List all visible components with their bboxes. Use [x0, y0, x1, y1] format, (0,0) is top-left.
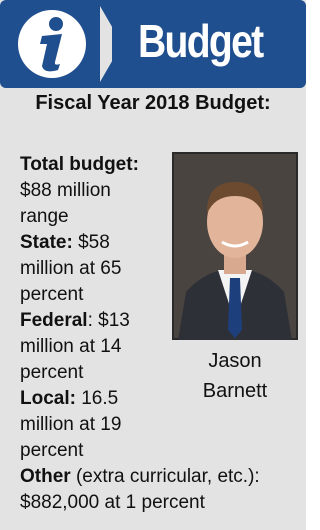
photo-block: Jason Barnett	[172, 152, 298, 414]
item-label: Other	[20, 466, 71, 487]
photo-caption: Jason Barnett	[190, 346, 280, 406]
budget-list: Jason Barnett Total budget: $88 million r…	[20, 152, 298, 516]
item-label: State:	[20, 232, 73, 253]
item-label: Total budget:	[20, 154, 139, 175]
item-text: $88 million range	[20, 180, 111, 227]
item-label: Local:	[20, 388, 76, 409]
infobox: Budget Fiscal Year 2018 Budget: Jason Ba…	[0, 0, 306, 530]
subtitle: Fiscal Year 2018 Budget:	[0, 92, 306, 115]
item-label: Federal	[20, 310, 88, 331]
title: Budget	[138, 14, 262, 68]
photo	[172, 152, 298, 340]
budget-item: Other (extra curricular, etc.): $882,000…	[20, 464, 298, 516]
